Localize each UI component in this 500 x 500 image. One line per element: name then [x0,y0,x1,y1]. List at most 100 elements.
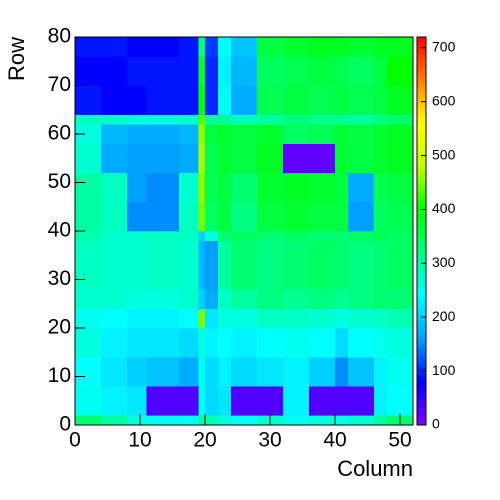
heatmap-cell [374,240,388,290]
heatmap-cell [387,308,414,329]
heatmap-cell [335,124,349,144]
heatmap-cell [283,357,310,387]
heatmap-cell [309,289,336,309]
heatmap-cell [127,143,147,174]
z-tick-label: 500 [432,146,456,162]
heatmap-cell [146,37,180,57]
heatmap-cell [335,56,349,86]
heatmap-cell [231,240,258,290]
heatmap-cell [283,114,310,125]
heatmap-cell [146,240,180,290]
heatmap-cell [205,143,219,174]
heatmap-cell [198,85,206,115]
heatmap-cell [348,85,375,115]
y-tick-label: 80 [48,25,71,48]
heatmap-cell [205,114,219,125]
heatmap-cell [127,85,147,115]
heatmap-cell [335,172,349,203]
heatmap-cell [218,114,232,125]
heatmap-cell [218,85,232,115]
heatmap-cell [348,386,375,416]
heatmap-cell [283,328,310,358]
heatmap-cell [146,201,180,232]
heatmap-cell [127,231,147,241]
heatmap-cell [309,56,336,86]
heatmap-cell [257,231,284,241]
heatmap-cell [205,37,219,57]
heatmap-cell [374,386,388,416]
heatmap-cell [257,56,284,86]
heatmap-cell [127,124,147,144]
heatmap-cell [75,85,102,115]
heatmap-cell [387,357,414,387]
heatmap-cell [283,37,310,57]
heatmap-cell [335,114,349,125]
heatmap-cell [309,231,336,241]
heatmap-cell [283,308,310,329]
heatmap-cell [335,289,349,309]
heatmap-cell [179,124,199,144]
z-tick-label: 600 [432,92,456,108]
heatmap-cell [374,308,388,329]
x-tick-label: 50 [388,429,411,452]
heatmap-cell [257,240,284,290]
heatmap-cell [309,143,336,174]
heatmap-cell [257,289,284,309]
heatmap-cell [179,201,199,232]
heatmap-cell [283,386,310,416]
heatmap-cell [127,308,147,329]
heatmap-cell [198,386,206,416]
heatmap-cell [198,37,206,57]
z-tick-label: 200 [432,308,456,324]
heatmap-cell [218,172,232,203]
heatmap-cell [101,231,128,241]
heatmap-cell [309,172,336,203]
x-tick-label: 20 [193,429,216,452]
heatmap-cell [198,240,206,290]
heatmap-cell [231,357,258,387]
heatmap-cell [179,172,199,203]
x-tick-label: 0 [69,429,81,452]
heatmap-cell [257,124,284,144]
heatmap-cell [146,308,180,329]
heatmap-cell [374,357,388,387]
heatmap-cell [374,124,388,144]
heatmap-cell [387,37,414,57]
heatmap-cell [335,415,349,426]
heatmap-cell [179,240,199,290]
heatmap-cell [218,289,232,309]
heatmap-cell [283,231,310,241]
z-tick-label: 400 [432,200,456,216]
heatmap-cell [387,201,414,232]
heatmap-cell [231,37,258,57]
heatmap-cell [146,143,180,174]
heatmap-cell [101,357,128,387]
heatmap-cell [231,114,258,125]
heatmap-cell [309,85,336,115]
heatmap-cell [257,85,284,115]
heatmap-cell [335,201,349,232]
heatmap-cell [374,201,388,232]
heatmap-cell [348,56,375,86]
heatmap-cell [179,231,199,241]
heatmap-cell [231,289,258,309]
heatmap-cell [127,328,147,358]
heatmap-cell [387,124,414,144]
heatmap-cell [348,308,375,329]
heatmap-cell [231,231,258,241]
heatmap-cell [101,415,128,426]
heatmap-cell [127,289,147,309]
heatmap-cell [198,415,206,426]
heatmap-cell [101,114,128,125]
heatmap-cell [179,308,199,329]
heatmap-cell [198,357,206,387]
heatmap-cell [309,386,336,416]
heatmap-cell [101,172,128,203]
heatmap-cell [335,231,349,241]
heatmap-cell [179,114,199,125]
heatmap-cell [387,172,414,203]
heatmap-cell [101,124,128,144]
heatmap-cell [205,386,219,416]
heatmap-cell [179,328,199,358]
